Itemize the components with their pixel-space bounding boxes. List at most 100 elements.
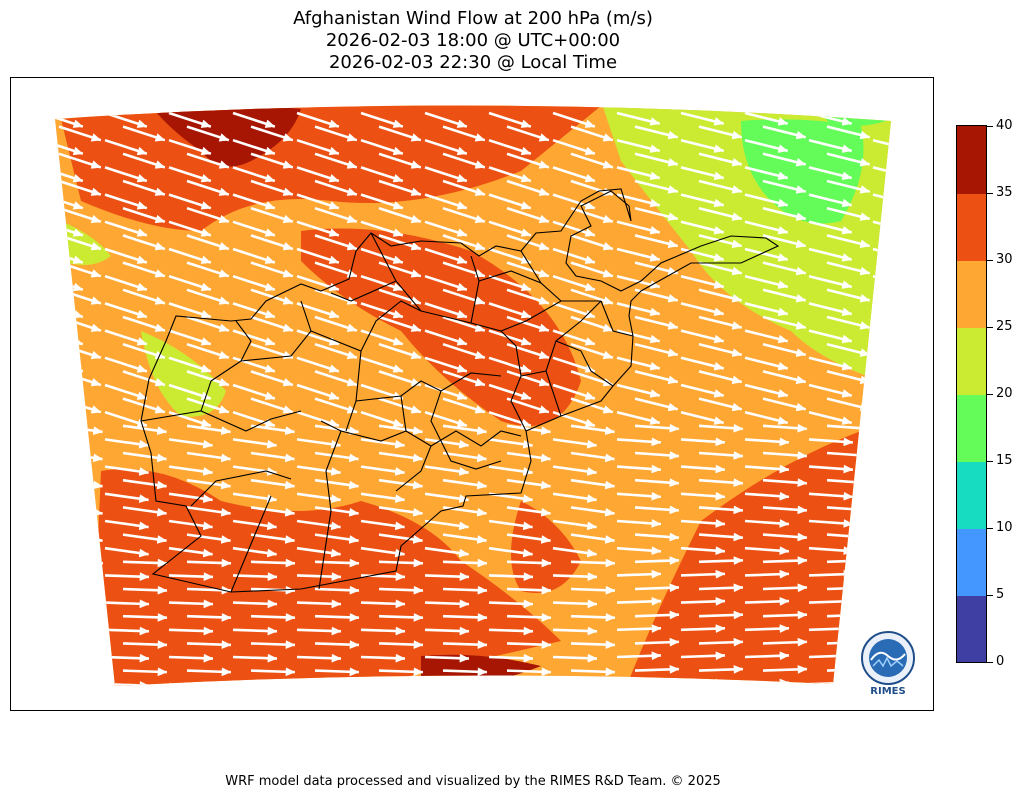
wind-arrow-head: [200, 173, 212, 183]
wind-arrow-head: [395, 626, 406, 636]
wind-arrow-head: [926, 479, 933, 487]
wind-arrow-shaft: [872, 166, 891, 180]
wind-arrow-head: [330, 521, 342, 531]
wind-arrow-head: [924, 131, 933, 139]
wind-arrow-head: [72, 228, 84, 237]
wind-arrow-head: [538, 133, 550, 142]
wind-arrow-head: [733, 665, 744, 674]
wind-arrow-shaft: [808, 681, 854, 686]
wind-arrow-head: [221, 640, 232, 649]
wind-arrow-head: [413, 667, 424, 677]
wind-arrow-head: [795, 239, 807, 249]
wind-arrow-head: [651, 569, 662, 579]
wind-arrow-head: [843, 546, 854, 555]
wind-arrow-head: [328, 228, 340, 237]
wind-arrow-head: [266, 439, 278, 449]
wind-arrow-head: [859, 266, 871, 276]
wind-arrow-shaft: [872, 383, 891, 397]
wind-arrow-head: [221, 667, 232, 677]
wind-arrow-head: [474, 187, 486, 196]
wind-arrow-head: [713, 361, 725, 371]
wind-arrow-head: [540, 426, 552, 435]
wind-arrow-head: [267, 653, 278, 663]
wind-arrow-head: [523, 599, 534, 609]
wind-arrow-head: [926, 506, 933, 514]
wind-arrow-head: [74, 521, 86, 531]
wind-arrow-head: [218, 214, 230, 224]
wind-arrow-head: [713, 307, 725, 317]
wind-arrow-head: [220, 480, 232, 490]
wind-arrow-shaft: [635, 696, 679, 698]
wind-arrow-head: [669, 423, 680, 433]
wind-arrow-head: [843, 597, 854, 606]
wind-arrow-head: [203, 572, 214, 581]
wind-arrow-head: [841, 117, 853, 126]
wind-arrow-head: [584, 228, 596, 237]
wind-arrow-head: [349, 640, 360, 649]
wind-arrow-head: [841, 389, 853, 398]
wind-arrow-head: [713, 225, 725, 235]
wind-arrow-head: [841, 253, 853, 262]
wind-arrow-head: [392, 418, 404, 428]
wind-arrow-head: [285, 585, 296, 595]
wind-arrow-head: [266, 521, 278, 531]
wind-arrow-head: [154, 214, 166, 224]
wind-arrow-head: [72, 119, 84, 128]
wind-arrow-head: [75, 653, 86, 663]
wind-arrow-head: [218, 269, 230, 278]
wind-arrow-head: [328, 418, 340, 428]
wind-arrow-head: [282, 133, 294, 142]
wind-arrow-head: [908, 597, 917, 605]
wind-arrow-head: [795, 321, 807, 330]
wind-arrow-head: [350, 695, 359, 703]
wind-arrow-head: [843, 491, 854, 501]
wind-arrow-head: [90, 269, 102, 278]
wind-arrow-shaft: [187, 698, 231, 700]
wind-arrow-head: [731, 266, 743, 276]
wind-arrow-head: [90, 296, 102, 305]
wind-arrow-head: [733, 637, 744, 647]
wind-arrow-shaft: [55, 519, 85, 529]
wind-arrow-head: [410, 350, 422, 360]
wind-arrow-head: [777, 280, 789, 289]
wind-arrow-shaft: [296, 682, 342, 686]
wind-arrow-head: [540, 453, 552, 463]
colorbar-tick-label: 10: [996, 520, 1013, 535]
wind-arrow-head: [584, 391, 596, 400]
wind-arrow-head: [584, 309, 596, 319]
wind-arrow-shaft: [507, 698, 551, 700]
wind-arrow-head: [584, 119, 596, 128]
wind-arrow-head: [602, 160, 614, 169]
wind-arrow-head: [264, 201, 276, 210]
wind-arrow-shaft: [890, 586, 891, 591]
wind-arrow-head: [222, 695, 231, 703]
wind-arrow-head: [713, 198, 725, 208]
wind-arrow-head: [538, 323, 550, 332]
wind-arrow-shaft: [55, 492, 85, 502]
wind-arrow-head: [731, 130, 743, 140]
wind-arrow-head: [394, 521, 406, 531]
wind-arrow-head: [731, 212, 743, 221]
wind-arrow-shaft: [424, 682, 470, 686]
wind-arrow-head: [456, 173, 468, 183]
wind-arrow-shaft: [744, 681, 790, 686]
wind-arrow-head: [395, 572, 406, 581]
wind-arrow-head: [221, 613, 232, 622]
wind-arrow-shaft: [488, 682, 534, 686]
wind-arrow-head: [458, 494, 470, 503]
colorbar-tick-label: 15: [996, 453, 1013, 468]
wind-arrow-head: [605, 558, 616, 568]
colorbar-tick-label: 30: [996, 252, 1013, 267]
wind-arrow-head: [861, 610, 872, 620]
wind-arrow-head: [906, 145, 916, 153]
wind-arrow-shaft: [552, 682, 598, 686]
wind-arrow-head: [154, 405, 166, 414]
wind-arrow-shaft: [360, 682, 406, 686]
wind-arrow-shaft: [890, 558, 891, 564]
wind-arrow-head: [651, 624, 662, 633]
wind-arrow-head: [74, 467, 86, 476]
rimes-logo: RIMES: [857, 630, 919, 700]
wind-arrow-shaft: [55, 356, 84, 373]
wind-arrow-head: [74, 439, 86, 449]
wind-arrow-head: [267, 681, 278, 686]
